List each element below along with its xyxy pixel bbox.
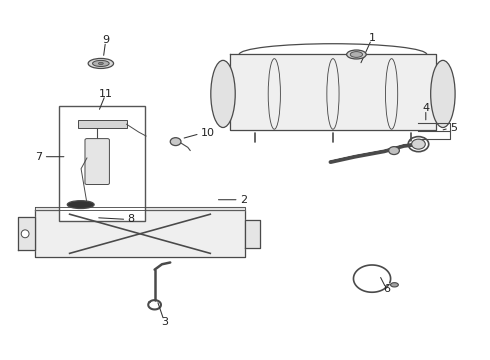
Text: 7: 7 <box>35 152 42 162</box>
Text: 8: 8 <box>128 215 135 224</box>
Text: 4: 4 <box>422 103 429 113</box>
Text: 5: 5 <box>450 123 457 133</box>
FancyBboxPatch shape <box>85 139 109 185</box>
Ellipse shape <box>350 51 363 57</box>
Text: 11: 11 <box>99 89 113 99</box>
Text: 3: 3 <box>161 317 168 327</box>
Polygon shape <box>230 54 436 130</box>
Ellipse shape <box>67 201 94 208</box>
Ellipse shape <box>93 60 109 67</box>
Ellipse shape <box>98 62 103 64</box>
Text: 9: 9 <box>102 35 109 45</box>
Text: 10: 10 <box>201 129 215 138</box>
Ellipse shape <box>389 147 399 154</box>
Ellipse shape <box>88 58 114 68</box>
Bar <box>77 120 126 128</box>
Ellipse shape <box>346 50 366 59</box>
Ellipse shape <box>431 60 455 127</box>
Ellipse shape <box>211 60 235 127</box>
Polygon shape <box>245 220 260 248</box>
Polygon shape <box>35 207 245 211</box>
Polygon shape <box>35 211 245 257</box>
Text: 1: 1 <box>368 33 375 43</box>
Ellipse shape <box>391 283 398 287</box>
Ellipse shape <box>21 230 29 238</box>
Text: 6: 6 <box>383 284 390 294</box>
Text: 2: 2 <box>240 195 247 205</box>
Ellipse shape <box>170 138 181 145</box>
Bar <box>59 107 145 221</box>
Polygon shape <box>18 217 35 250</box>
Ellipse shape <box>412 139 425 149</box>
